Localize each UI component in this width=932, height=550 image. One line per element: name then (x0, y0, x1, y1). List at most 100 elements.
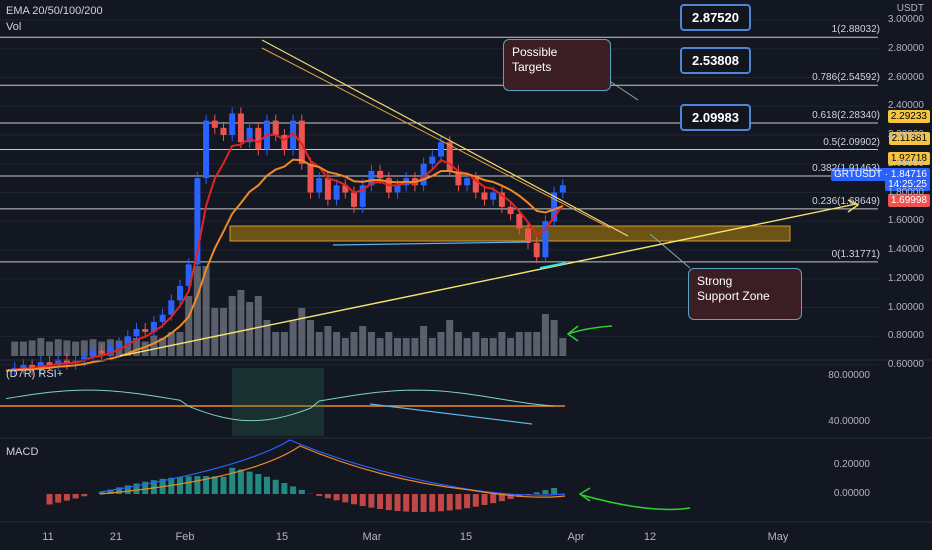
macd-bar (298, 489, 305, 494)
trendlines (119, 39, 860, 357)
volume-bar (515, 332, 523, 356)
volume-bar (541, 314, 549, 356)
volume-bar (185, 296, 193, 356)
volume-bar (533, 332, 541, 356)
price-tick: 2.40000 (887, 100, 924, 112)
macd-bar (472, 494, 479, 507)
macd-bar (420, 494, 427, 512)
volume-bar (446, 320, 454, 356)
volume-bar (507, 338, 515, 356)
macd-bar (455, 494, 462, 510)
macd-bar (72, 494, 79, 499)
volume-bar (150, 335, 158, 356)
volume-bar (254, 296, 262, 356)
green-arrow (581, 494, 691, 511)
candle-body (168, 300, 175, 315)
macd-bar (368, 494, 375, 508)
macd-bar (133, 483, 140, 494)
macd-bar (342, 494, 349, 503)
macd-signal (99, 445, 566, 498)
candle-body (551, 192, 558, 222)
macd-bar (498, 494, 505, 502)
volume-bar (341, 338, 349, 356)
candle-body (455, 170, 462, 186)
time-tick: 11 (42, 531, 53, 543)
volume-bar (167, 332, 175, 356)
volume-bar (63, 340, 71, 356)
macd-bar (246, 471, 253, 494)
candle-body (220, 127, 227, 135)
rsi-title: (D7R) RSI+ (6, 368, 64, 380)
price-tick: 2.80000 (887, 42, 924, 54)
indicator-label-vol: Vol (6, 21, 22, 33)
rsi-tick: 40.00000 (828, 416, 870, 427)
price-tag: GRTUSDT · 1.84716 (830, 168, 930, 181)
macd-bar (464, 494, 471, 509)
time-tick: May (768, 531, 789, 543)
rsi-line (5, 389, 555, 422)
candle-body (133, 329, 140, 337)
volume-bar (402, 338, 410, 356)
candle-body (90, 350, 96, 357)
time-axis: 11 21 Feb 15 Mar 15 Apr 12 May (42, 531, 789, 543)
volume-bar (37, 338, 45, 356)
volume-bar (489, 338, 497, 356)
macd-bar (55, 494, 62, 503)
macd-bar (203, 476, 210, 494)
volume-bar (298, 308, 306, 356)
candle-body (351, 192, 357, 207)
candle-body (429, 156, 436, 164)
macd-bar (481, 494, 488, 506)
volume-bar (437, 332, 445, 356)
macd-line (99, 439, 566, 496)
volume-bar (367, 332, 375, 356)
macd-tick: 0.20000 (834, 459, 871, 470)
macd-bar (438, 494, 444, 512)
macd-bar (229, 467, 236, 494)
candle-body (516, 214, 523, 229)
volume-bar (228, 296, 236, 356)
price-unit: USDT (896, 3, 924, 14)
volume-bar (454, 332, 462, 356)
price-tag: 1.69998 (887, 194, 930, 207)
macd-bar (542, 490, 549, 494)
fib-label: 0.236(1.68649) (812, 195, 880, 207)
macd-bar (394, 494, 401, 511)
candle-body (229, 113, 236, 135)
candle-body (177, 285, 183, 301)
volume-bar (19, 341, 27, 356)
candle-body (185, 264, 192, 286)
candle-body (420, 163, 427, 186)
volume-bar (280, 332, 288, 356)
fib-label: 1(2.88032) (831, 24, 880, 36)
volume-bar (559, 338, 567, 356)
volume-bars (11, 266, 567, 356)
macd-bar (237, 469, 244, 494)
price-tick: 0.80000 (887, 330, 924, 342)
macd-bar (359, 494, 366, 507)
volume-bar (333, 332, 341, 356)
candle-body (211, 120, 218, 128)
macd-bar (194, 476, 201, 494)
candle-body (359, 185, 366, 207)
macd-bar (116, 487, 123, 494)
volume-bar (411, 338, 419, 356)
volume-bar (385, 332, 393, 356)
candle-body (507, 206, 514, 215)
fib-label: 0.5(2.09902) (823, 136, 880, 148)
candle-body (81, 356, 88, 361)
support-zone-callout: Strong Support Zone (688, 268, 802, 320)
volume-bar (11, 341, 19, 356)
rsi-highlight (232, 368, 324, 436)
candle-body (533, 242, 540, 258)
volume-bar (463, 338, 471, 356)
macd-bar (351, 494, 357, 505)
macd-bar (264, 476, 270, 494)
possible-targets-callout: Possible Targets (503, 39, 611, 91)
volume-bar (359, 326, 367, 356)
candle-body (481, 192, 488, 200)
volume-bar (498, 332, 506, 356)
target-1: 2.87520 (680, 4, 751, 31)
target-3: 2.09983 (680, 104, 751, 131)
